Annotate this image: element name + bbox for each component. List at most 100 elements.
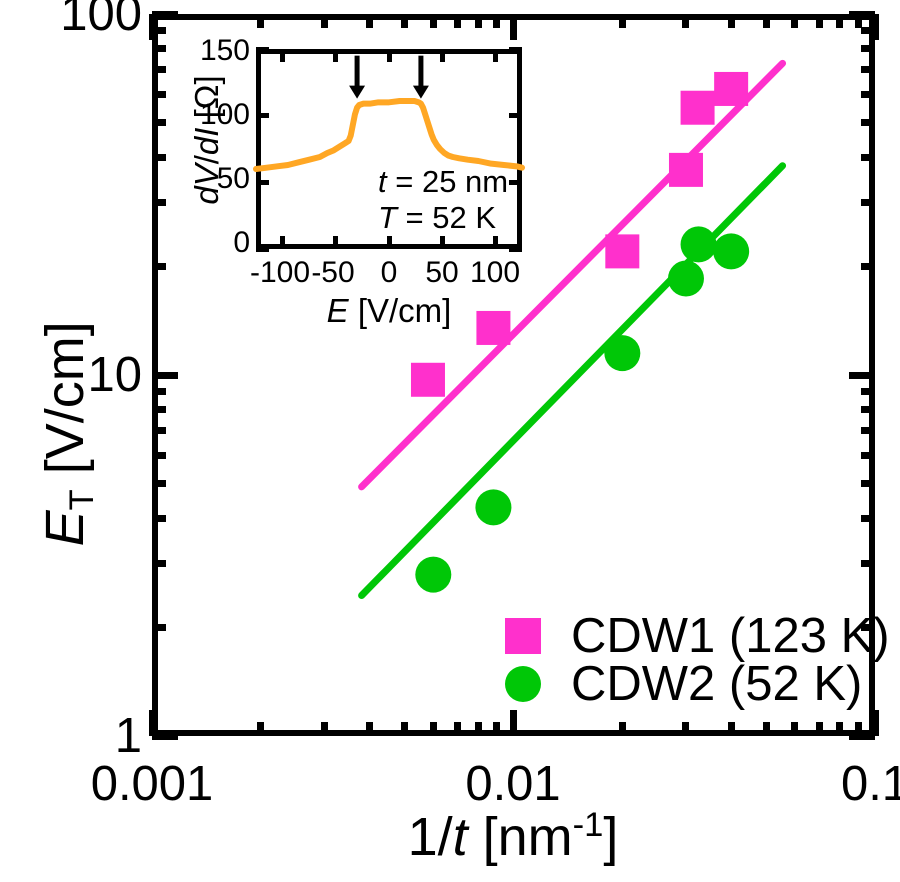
y-tick-40 [152, 154, 166, 162]
y-tick-right-9 [861, 388, 875, 396]
x-tick-top-0.003 [320, 14, 328, 28]
x-tick-0.02 [618, 722, 626, 736]
inset-y-tick-150 [256, 46, 269, 52]
x-tick-0.006 [429, 722, 437, 736]
inset-y-tick-right-150 [509, 46, 522, 52]
x-axis-title-close: ] [603, 807, 619, 867]
y-tick-right-40 [861, 154, 875, 162]
inset-y-tick-100 [256, 113, 269, 119]
x-tick-top-0.005 [401, 14, 409, 28]
y-tick-right-60 [861, 90, 875, 98]
inset-x-tick-50 [439, 236, 445, 249]
x-tick-top-0.007 [454, 14, 461, 28]
x-axis-title-var: t [452, 807, 468, 867]
x-tick-0.001 [148, 710, 156, 736]
y-tick-right-6 [861, 451, 875, 459]
legend-label-cdw2: CDW2 (52 K) [571, 656, 863, 711]
y-tick-right-100 [849, 10, 875, 18]
x-tick-top-0.08 [836, 14, 844, 28]
y-tick-right-8 [861, 406, 875, 414]
y-tick-8 [152, 406, 166, 414]
legend-label-cdw1: CDW1 (123 K) [571, 608, 890, 663]
inset-x-tick--100 [280, 236, 286, 249]
inset-y-title-dv: dV [188, 164, 225, 205]
x-tick-0.06 [791, 722, 799, 736]
x-tick-top-0.09 [854, 14, 862, 28]
y-tick-right-10 [849, 371, 875, 379]
inset-annotation-temperature: T = 52 K [378, 200, 496, 236]
inset-y-title-di: dI [188, 127, 225, 156]
inset-y-title-unit: [Ω] [188, 75, 225, 128]
x-tick-0.008 [474, 722, 482, 736]
y-tick-50 [152, 119, 166, 127]
x-tick-0.01 [510, 710, 517, 736]
inset-x-tick-top-50 [439, 49, 445, 62]
inset-x-title-var: E [326, 292, 349, 329]
legend-marker-circle [505, 666, 541, 702]
y-tick-30 [152, 199, 166, 207]
x-axis-title-exponent: -1 [572, 806, 604, 844]
y-tick-right-70 [861, 66, 875, 74]
y-tick-right-3 [861, 560, 875, 568]
inset-x-tick-label--100: -100 [249, 256, 311, 289]
y-tick-100 [152, 10, 178, 18]
x-tick-top-0.01 [510, 14, 517, 40]
y-tick-2 [152, 623, 166, 631]
x-axis-title-unit: [nm [467, 807, 573, 867]
y-tick-right-80 [861, 45, 875, 53]
legend: CDW1 (123 K) CDW2 (52 K) [505, 608, 890, 711]
inset-y-tick-right-0 [509, 246, 522, 252]
y-tick-10 [152, 371, 178, 379]
inset-x-tick-top-100 [492, 49, 498, 62]
inset-x-tick-100 [492, 236, 498, 249]
x-tick-0.004 [366, 722, 374, 736]
x-tick-0.09 [854, 722, 862, 736]
x-tick-top-0.02 [618, 14, 626, 28]
x-tick-top-0.03 [682, 14, 690, 28]
y-tick-right-7 [861, 427, 875, 435]
inset-y-axis-title: dV/dI [Ω] [188, 45, 226, 235]
legend-item-cdw2: CDW2 (52 K) [505, 656, 890, 711]
x-tick-top-0.06 [791, 14, 799, 28]
x-tick-top-0.1 [871, 14, 879, 40]
inset-x-tick--50 [333, 236, 339, 249]
x-tick-label-0.001: 0.001 [90, 757, 214, 811]
y-tick-20 [152, 262, 166, 270]
y-tick-right-2 [861, 623, 875, 631]
legend-marker-square [505, 618, 541, 654]
x-tick-0.007 [454, 722, 461, 736]
inset-y-tick-right-50 [509, 179, 522, 185]
x-tick-0.003 [320, 722, 328, 736]
x-tick-0.009000000000000001 [493, 722, 501, 736]
y-tick-60 [152, 90, 166, 98]
inset-annotation-thickness-var: t [378, 164, 387, 199]
inset-y-tick-label-100: 100 [199, 98, 250, 131]
x-tick-0.05 [762, 722, 770, 736]
y-tick-label-1: 1 [114, 709, 142, 763]
x-tick-label-0.01: 0.01 [465, 757, 561, 811]
inset-x-tick-0 [386, 236, 392, 249]
x-tick-top-0.006 [429, 14, 437, 28]
inset-x-tick-top-0 [386, 49, 392, 62]
y-tick-3 [152, 560, 166, 568]
inset-y-tick-label-0: 0 [233, 226, 250, 259]
inset-x-axis-title: E [V/cm] [256, 292, 522, 330]
x-tick-top-0.004 [366, 14, 374, 28]
inset-y-title-slash: / [188, 155, 225, 165]
inset-x-tick-top--100 [280, 49, 286, 62]
x-tick-0.07 [815, 722, 823, 736]
inset-y-tick-label-50: 50 [216, 162, 250, 195]
x-tick-top-0.008 [474, 14, 482, 28]
x-tick-0.03 [682, 722, 690, 736]
x-tick-0.04 [727, 722, 735, 736]
x-tick-0.002 [257, 722, 265, 736]
y-tick-right-30 [861, 199, 875, 207]
x-tick-top-0.009000000000000001 [493, 14, 501, 28]
x-tick-label-0.1: 0.1 [840, 757, 900, 811]
y-tick-9 [152, 388, 166, 396]
inset-y-tick-0 [256, 246, 269, 252]
inset-annotation-thickness-value: = 25 nm [386, 164, 509, 199]
